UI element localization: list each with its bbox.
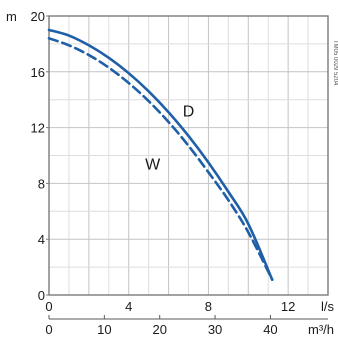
- x-secondary-tick-label: 0: [45, 322, 52, 337]
- series-line-w: [47, 37, 274, 281]
- y-tick-label: 0: [38, 288, 45, 303]
- x-secondary-tick-label: 40: [263, 322, 277, 337]
- x-unit-secondary-label: m³/h: [308, 322, 334, 337]
- grid: [49, 16, 328, 295]
- x-secondary-tick-label: 20: [152, 322, 166, 337]
- y-unit-label: m: [6, 9, 17, 24]
- y-tick-label: 12: [31, 121, 45, 136]
- plot-frame: [48, 15, 329, 296]
- series-layer: DW: [47, 28, 274, 281]
- x-primary-tick-label: 4: [125, 299, 132, 314]
- y-tick-label: 8: [38, 176, 45, 191]
- curve-label-d: D: [183, 103, 195, 120]
- x-unit-primary-label: l/s: [321, 299, 335, 314]
- document-code: TM05 0029 5204: [332, 40, 338, 86]
- x-secondary-tick-label: 10: [97, 322, 111, 337]
- series-line-d: [47, 28, 274, 281]
- y-tick-label: 16: [31, 65, 45, 80]
- x-primary-tick-label: 12: [281, 299, 295, 314]
- x-primary-tick-label: 0: [45, 299, 52, 314]
- x-secondary-tick-label: 30: [208, 322, 222, 337]
- curve-label-w: W: [145, 156, 161, 173]
- y-tick-label: 20: [31, 9, 45, 24]
- tick-labels: 0 4 8 12 16 20 0 4 8 12 0 10 20 30 40: [31, 9, 328, 337]
- x-primary-tick-label: 8: [205, 299, 212, 314]
- y-tick-label: 4: [38, 232, 45, 247]
